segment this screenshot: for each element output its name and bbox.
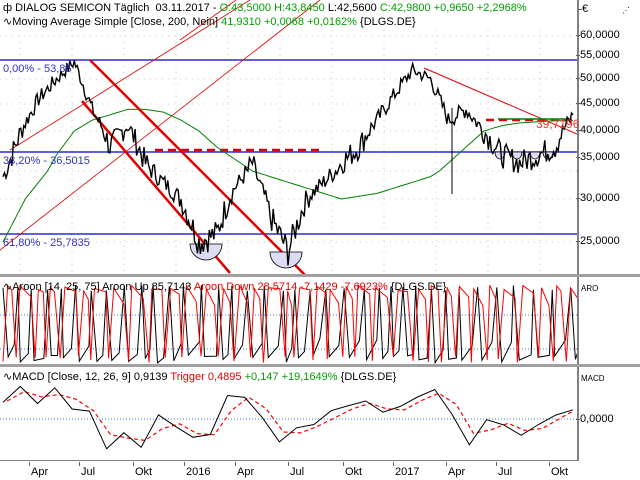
fib-label-382: 38,20% - 36,5015 <box>3 155 90 167</box>
trend-channel-up-lower <box>0 0 321 251</box>
macd-zero-tick: 0,0000 <box>576 413 614 425</box>
ma-change: +0,0068 <box>263 16 305 28</box>
down-channel-upper <box>89 59 306 274</box>
time-tick <box>343 462 344 466</box>
macd-canvas <box>0 385 577 450</box>
aroon-legend: ∿Aroon [14, 25, 75] Aroon Up 85,7143 Aro… <box>3 281 446 294</box>
time-tick <box>79 462 80 466</box>
aroon-up-label: Aroon Up 85,7143 <box>102 281 192 293</box>
ma-name: Moving Average Simple [Close, 200, Nein] <box>12 16 219 28</box>
pane-separator[interactable] <box>0 274 640 277</box>
time-label: Okt <box>135 466 153 478</box>
macd-axis-label: MACD <box>581 374 605 383</box>
trend-channel-up-upper <box>179 0 237 41</box>
price-tick-50: 50,0000 <box>576 72 620 84</box>
aroon-ticker: {DLGS.DE} <box>390 281 447 293</box>
macd-ticker: {DLGS.DE} <box>340 371 397 383</box>
time-label: Apr <box>448 466 466 478</box>
time-label: Apr <box>237 466 255 478</box>
sma200-line <box>2 108 573 243</box>
change-pct-value: +2,2968% <box>476 2 527 14</box>
indicator-wave-icon: ∿ <box>3 16 13 28</box>
open-value: O:43,5000 <box>219 2 271 14</box>
currency-label: € <box>577 3 589 15</box>
low-value: L:42,5600 <box>327 2 377 14</box>
symbol-title: DIALOG SEMICON Täglich <box>15 2 150 14</box>
time-label: Apr <box>31 466 49 478</box>
fib-label-618: 61,80% - 25,7835 <box>3 237 90 249</box>
pane-separator[interactable] <box>0 364 640 367</box>
candlestick-icon: ф <box>3 2 16 14</box>
time-label: Jul <box>498 466 513 478</box>
ma-ticker: {DLGS.DE} <box>360 16 416 28</box>
price-legend: ф DIALOG SEMICON Täglich 03.11.2017 - O:… <box>3 2 527 14</box>
ma-legend: ∿Moving Average Simple [Close, 200, Nein… <box>3 16 416 29</box>
price-tick-30: 30,0000 <box>576 192 620 204</box>
ma-value: 41,9310 <box>221 16 261 28</box>
aroon-down-label: Aroon Down 28,5714 -7,1429 -7,6923% <box>193 281 388 293</box>
price-tick-55: 55,0000 <box>576 49 620 61</box>
ma-change-pct: +0,0162% <box>307 16 357 28</box>
change-value: +0,9650 <box>433 2 474 14</box>
time-tick <box>288 462 289 466</box>
legend-date: 03.11.2017 <box>155 2 210 14</box>
time-tick <box>549 462 550 466</box>
time-tick <box>393 462 394 466</box>
fib-label-0: 0,00% - 53,85 <box>3 63 72 75</box>
indicator-wave-icon: ∿ <box>3 281 13 293</box>
aroon-name: Aroon [14, 25, 75] <box>12 281 100 293</box>
aroon-pane[interactable]: ∿Aroon [14, 25, 75] Aroon Up 85,7143 Aro… <box>0 277 579 364</box>
time-tick <box>446 462 447 466</box>
price-tick-45: 45,0000 <box>576 97 620 109</box>
price-line <box>2 60 574 266</box>
price-tick-35: 35,0000 <box>576 151 620 163</box>
time-label: Jul <box>290 466 305 478</box>
time-label: Okt <box>551 466 569 478</box>
macd-line <box>2 385 574 450</box>
time-tick <box>29 462 30 466</box>
macd-name: MACD [Close, 12, 26, 9] 0,9139 <box>12 371 168 383</box>
price-annotation: 39,7196 <box>536 117 580 131</box>
descending-trendline <box>423 67 577 135</box>
aroon-axis-label: ARO <box>581 284 599 293</box>
close-value: C:42,9800 <box>379 2 431 14</box>
time-axis-line <box>0 460 579 461</box>
time-label: Jul <box>81 466 96 478</box>
aroon-down-line <box>2 284 577 363</box>
trigger-line <box>6 390 575 442</box>
macd-pane[interactable]: ∿MACD [Close, 12, 26, 9] 0,9139 Trigger … <box>0 367 579 460</box>
time-label: 2016 <box>186 466 211 478</box>
macd-trigger-label: Trigger 0,4895 <box>170 371 242 383</box>
trend-channel-up-upper-2 <box>9 0 251 151</box>
grid <box>0 30 577 274</box>
aroon-canvas <box>0 284 577 364</box>
indicator-wave-icon: ∿ <box>3 371 13 383</box>
time-label: Okt <box>345 466 363 478</box>
macd-legend: ∿MACD [Close, 12, 26, 9] 0,9139 Trigger … <box>3 371 396 384</box>
scale-icon[interactable]: ⋰ <box>622 6 630 15</box>
time-tick <box>496 462 497 466</box>
price-chart-pane[interactable]: ф DIALOG SEMICON Täglich 03.11.2017 - O:… <box>0 0 579 274</box>
time-tick <box>184 462 185 466</box>
price-tick-25: 25,0000 <box>576 235 620 247</box>
macd-change: +0,147 +19,1649% <box>244 371 338 383</box>
time-label: 2017 <box>395 466 420 478</box>
time-tick <box>133 462 134 466</box>
time-tick <box>235 462 236 466</box>
price-tick-40: 40,0000 <box>576 124 620 136</box>
price-tick-60: 60,0000 <box>576 29 620 41</box>
price-chart-canvas <box>0 0 577 274</box>
high-value: H:43,8450 <box>274 2 325 14</box>
